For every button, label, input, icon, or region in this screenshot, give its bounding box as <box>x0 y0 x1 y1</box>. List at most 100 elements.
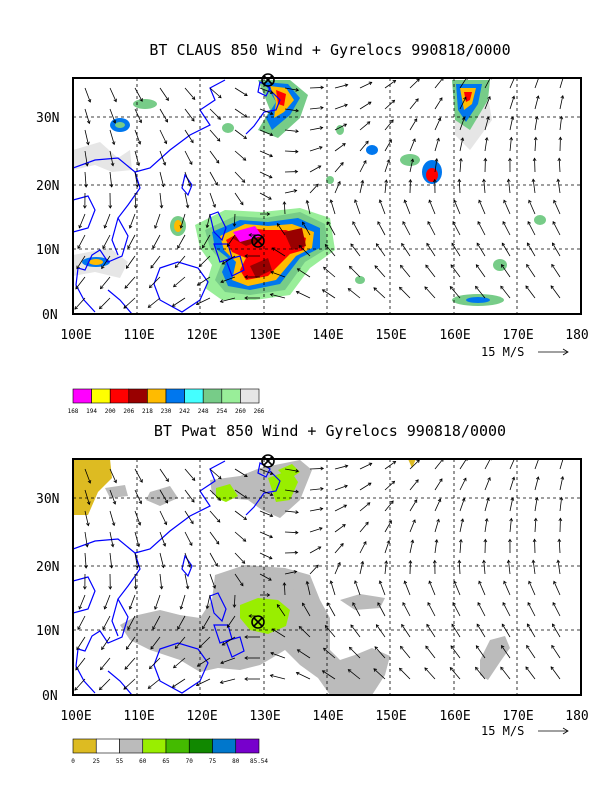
wind-arrow-head <box>425 645 429 650</box>
wind-arrow <box>558 539 561 554</box>
wind-arrow-head <box>408 178 413 183</box>
wind-arrow-head <box>413 118 418 122</box>
bottom-lat-20N: 20N <box>36 560 59 575</box>
wind-arrow-head <box>452 602 456 606</box>
wind-arrow-head <box>139 479 143 483</box>
wind-arrow-head <box>365 140 369 145</box>
wind-arrow <box>532 560 536 575</box>
colorbar-label: 194 <box>86 408 97 415</box>
wind-arrow-head <box>388 520 392 524</box>
wind-arrow <box>559 476 564 491</box>
wind-arrow-head <box>557 538 562 543</box>
wind-arrow-head <box>453 199 457 204</box>
wind-arrow-head <box>320 486 324 491</box>
wind-arrow <box>283 582 286 596</box>
wind-arrow-head <box>551 644 555 649</box>
wind-arrow-head <box>502 220 506 225</box>
wind-arrow-head <box>174 264 179 269</box>
wind-arrow <box>209 108 221 120</box>
wind-arrow-head <box>527 601 531 606</box>
wind-arrow-head <box>135 564 139 569</box>
wind-arrow-head <box>425 264 429 269</box>
wind-arrow <box>451 243 461 257</box>
wind-arrow <box>322 289 336 299</box>
wind-arrow-head <box>216 138 221 142</box>
wind-arrow-head <box>403 199 408 204</box>
wind-arrow <box>501 645 511 659</box>
wind-arrow <box>325 244 336 257</box>
wind-arrow-head <box>189 542 193 547</box>
wind-arrow-head <box>123 686 127 690</box>
wind-arrow-head <box>533 517 538 522</box>
wind-arrow <box>177 615 186 630</box>
wind-arrow <box>309 546 321 554</box>
wind-arrow-head <box>123 305 127 309</box>
wind-arrow-head <box>403 580 408 585</box>
wind-arrow-head <box>317 165 322 169</box>
wind-arrow <box>78 594 86 610</box>
wind-arrow-head <box>415 479 419 483</box>
bottom-lon-110E: 110E <box>123 709 154 724</box>
wind-arrow <box>409 118 418 131</box>
wind-arrow <box>377 602 386 617</box>
wind-arrow <box>527 602 536 617</box>
colorbar-label: 218 <box>142 408 153 415</box>
wind-arrow <box>284 190 297 194</box>
wind-arrow-head <box>501 645 505 649</box>
wind-arrow-head <box>412 138 416 142</box>
wind-arrow <box>409 519 416 533</box>
wind-arrow-head <box>242 157 247 161</box>
wind-arrow <box>284 531 298 534</box>
wind-arrow-head <box>133 205 138 209</box>
wind-arrow-head <box>113 98 117 103</box>
wind-arrow-head <box>343 504 348 508</box>
wind-arrow-head <box>294 169 299 174</box>
wind-arrow <box>352 221 361 236</box>
top-lat-0N: 0N <box>42 308 58 323</box>
wind-arrow <box>459 117 465 131</box>
wind-arrow <box>384 560 387 575</box>
wind-arrow-head <box>457 178 462 183</box>
wind-arrow-head <box>484 517 489 522</box>
colorbar-label: 242 <box>179 408 190 415</box>
wind-arrow-head <box>436 518 440 523</box>
wind-arrow-head <box>352 602 356 606</box>
wind-arrow-head <box>458 538 463 543</box>
wind-arrow <box>198 255 211 267</box>
wind-arrow <box>359 121 371 131</box>
wind-arrow <box>184 87 196 100</box>
wind-arrow <box>209 510 221 523</box>
wind-arrow <box>184 531 193 546</box>
wind-arrow-head <box>327 221 331 225</box>
wind-arrow-head <box>509 517 514 522</box>
wind-arrow <box>553 200 561 215</box>
wind-arrow <box>532 179 536 194</box>
wind-arrow <box>270 293 286 299</box>
wind-arrow <box>359 561 364 575</box>
wind-arrow <box>177 234 186 249</box>
wind-arrow <box>129 594 136 610</box>
wind-arrow <box>508 179 511 194</box>
wind-arrow-head <box>321 289 326 293</box>
wind-arrow <box>284 129 299 132</box>
bottom-ref-label: 15 M/S <box>481 724 524 738</box>
wind-arrow-head <box>296 268 301 272</box>
wind-arrow <box>525 285 536 299</box>
colorbar-swatch <box>142 738 167 754</box>
wind-arrow <box>159 510 167 525</box>
wind-arrow-head <box>221 261 226 265</box>
wind-arrow <box>359 541 367 554</box>
wind-arrow-head <box>327 602 331 606</box>
wind-arrow-head <box>434 539 439 543</box>
wind-arrow-head <box>487 476 491 481</box>
wind-arrow-head <box>305 199 310 204</box>
wind-arrow-head <box>508 538 512 543</box>
wind-arrow-head <box>269 90 274 94</box>
wind-arrow-head <box>78 224 82 229</box>
colorbar-label: 206 <box>123 408 134 415</box>
wind-arrow-head <box>84 184 88 188</box>
wind-arrow-head <box>293 570 298 574</box>
wind-arrow-head <box>510 497 515 501</box>
bottom-lat-labels: 0N 10N 20N 30N <box>36 492 59 704</box>
wind-arrow-head <box>478 580 482 585</box>
